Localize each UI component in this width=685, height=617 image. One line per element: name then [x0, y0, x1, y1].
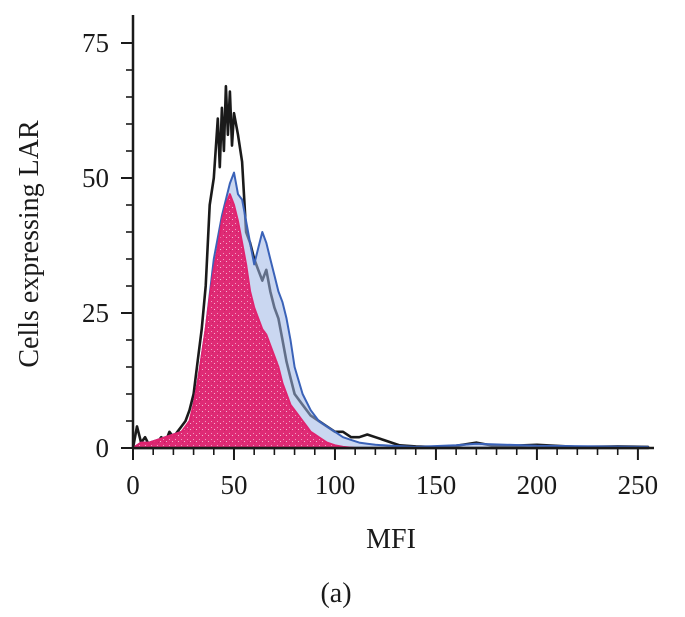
panel-label: (a): [320, 578, 351, 609]
y-tick-label-50: 50: [82, 163, 109, 193]
ticks: 0 50 100 150 200 250 0 25 50 75: [82, 28, 658, 500]
x-tick-label-0: 0: [126, 470, 140, 500]
x-axis-title: MFI: [366, 524, 416, 555]
x-tick-label-200: 200: [517, 470, 558, 500]
y-axis-title: Cells expressing LAR: [14, 120, 45, 368]
x-tick-label-50: 50: [220, 470, 247, 500]
x-tick-label-150: 150: [416, 470, 457, 500]
plot-area: [131, 84, 650, 450]
series-pink: [132, 193, 649, 449]
y-tick-label-75: 75: [82, 28, 109, 58]
x-tick-label-250: 250: [618, 470, 659, 500]
y-tick-label-25: 25: [82, 298, 109, 328]
x-tick-label-100: 100: [315, 470, 356, 500]
y-tick-label-0: 0: [96, 433, 110, 463]
